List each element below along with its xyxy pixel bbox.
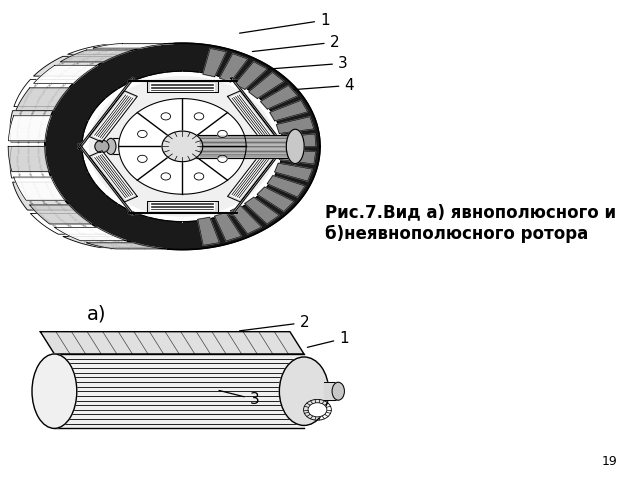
Polygon shape bbox=[31, 214, 110, 234]
Polygon shape bbox=[34, 56, 115, 76]
Polygon shape bbox=[8, 146, 49, 172]
Circle shape bbox=[218, 155, 227, 162]
Ellipse shape bbox=[106, 138, 116, 155]
Polygon shape bbox=[8, 116, 51, 141]
Polygon shape bbox=[68, 45, 161, 54]
Polygon shape bbox=[13, 182, 74, 210]
Polygon shape bbox=[228, 91, 276, 142]
Circle shape bbox=[138, 155, 147, 162]
Polygon shape bbox=[128, 212, 237, 213]
Polygon shape bbox=[29, 205, 92, 224]
Circle shape bbox=[308, 403, 327, 417]
Polygon shape bbox=[60, 50, 133, 62]
Polygon shape bbox=[89, 91, 137, 142]
Ellipse shape bbox=[332, 382, 344, 400]
Polygon shape bbox=[128, 80, 237, 81]
Polygon shape bbox=[86, 243, 166, 249]
Text: 19: 19 bbox=[602, 455, 618, 468]
Polygon shape bbox=[249, 72, 284, 98]
Polygon shape bbox=[54, 354, 304, 428]
Ellipse shape bbox=[286, 129, 304, 164]
Text: 2: 2 bbox=[252, 35, 339, 51]
Polygon shape bbox=[198, 217, 220, 245]
Polygon shape bbox=[260, 85, 298, 109]
Text: Рис.7.Вид а) явнополюсного и
б)неявнополюсного ротора: Рис.7.Вид а) явнополюсного и б)неявнопол… bbox=[325, 204, 616, 243]
Text: а): а) bbox=[86, 305, 106, 324]
Text: б): б) bbox=[42, 382, 61, 401]
Polygon shape bbox=[55, 228, 127, 240]
Polygon shape bbox=[45, 43, 320, 250]
Polygon shape bbox=[270, 100, 308, 121]
Polygon shape bbox=[90, 77, 275, 216]
Polygon shape bbox=[89, 151, 137, 202]
Polygon shape bbox=[10, 146, 51, 178]
Polygon shape bbox=[257, 187, 294, 211]
Text: 2: 2 bbox=[239, 315, 309, 331]
Polygon shape bbox=[111, 138, 182, 155]
Circle shape bbox=[161, 113, 171, 120]
Polygon shape bbox=[245, 197, 279, 224]
Ellipse shape bbox=[280, 357, 329, 425]
Text: 4: 4 bbox=[275, 78, 354, 93]
Text: 1: 1 bbox=[307, 331, 349, 348]
Polygon shape bbox=[324, 382, 339, 400]
Polygon shape bbox=[63, 237, 155, 248]
Polygon shape bbox=[78, 144, 134, 215]
Polygon shape bbox=[16, 88, 69, 110]
Polygon shape bbox=[214, 213, 241, 241]
Polygon shape bbox=[10, 111, 53, 142]
Polygon shape bbox=[34, 65, 97, 84]
Polygon shape bbox=[235, 62, 267, 89]
Circle shape bbox=[161, 173, 171, 180]
Polygon shape bbox=[13, 177, 65, 200]
Ellipse shape bbox=[32, 354, 77, 429]
Text: 1: 1 bbox=[239, 12, 330, 33]
Polygon shape bbox=[220, 54, 248, 82]
Text: 3: 3 bbox=[219, 390, 259, 407]
Polygon shape bbox=[147, 201, 218, 212]
Polygon shape bbox=[203, 48, 226, 77]
Polygon shape bbox=[231, 144, 287, 215]
Polygon shape bbox=[276, 117, 314, 133]
Polygon shape bbox=[93, 43, 174, 48]
Polygon shape bbox=[231, 78, 287, 149]
Ellipse shape bbox=[95, 140, 109, 153]
Text: 3: 3 bbox=[264, 56, 348, 71]
Polygon shape bbox=[228, 151, 276, 202]
Polygon shape bbox=[40, 332, 304, 354]
Polygon shape bbox=[147, 81, 218, 92]
Polygon shape bbox=[279, 150, 316, 164]
Polygon shape bbox=[280, 134, 316, 146]
Circle shape bbox=[138, 131, 147, 138]
Polygon shape bbox=[230, 206, 262, 234]
Circle shape bbox=[194, 173, 204, 180]
Polygon shape bbox=[14, 79, 78, 107]
Polygon shape bbox=[182, 135, 295, 158]
Polygon shape bbox=[162, 131, 203, 162]
Polygon shape bbox=[268, 176, 305, 197]
Polygon shape bbox=[275, 163, 312, 181]
Polygon shape bbox=[118, 98, 246, 194]
Circle shape bbox=[218, 131, 227, 138]
Polygon shape bbox=[78, 78, 134, 149]
Circle shape bbox=[194, 113, 204, 120]
